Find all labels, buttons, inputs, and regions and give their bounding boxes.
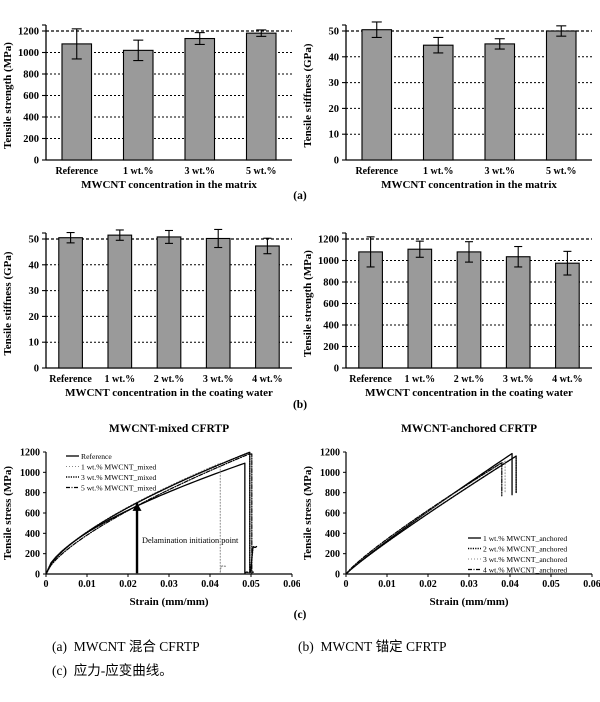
svg-text:200: 200 [325, 549, 340, 560]
svg-text:2 wt.%: 2 wt.% [454, 374, 485, 385]
svg-text:Reference: Reference [355, 166, 398, 177]
svg-text:50: 50 [329, 27, 340, 38]
svg-text:Tensile stress (MPa): Tensile stress (MPa) [302, 466, 314, 560]
svg-text:Reference: Reference [81, 452, 112, 461]
svg-text:0.02: 0.02 [119, 579, 137, 590]
svg-text:0.03: 0.03 [160, 579, 178, 590]
svg-text:1 wt.%: 1 wt.% [405, 374, 436, 385]
svg-text:Tensile strength (MPa): Tensile strength (MPa) [302, 250, 314, 357]
svg-text:50: 50 [29, 235, 40, 246]
svg-text:0: 0 [35, 570, 40, 581]
svg-text:400: 400 [323, 321, 339, 332]
svg-text:2 wt.%: 2 wt.% [154, 374, 185, 385]
svg-text:40: 40 [329, 52, 340, 63]
svg-text:3 wt.%: 3 wt.% [503, 374, 534, 385]
svg-text:800: 800 [325, 488, 340, 499]
svg-text:1000: 1000 [318, 256, 339, 267]
svg-text:3 wt.% MWCNT_anchored: 3 wt.% MWCNT_anchored [483, 555, 567, 564]
svg-text:Delamination initiation point: Delamination initiation point [142, 536, 239, 545]
svg-text:3 wt.%: 3 wt.% [184, 166, 215, 177]
svg-text:1000: 1000 [320, 468, 340, 479]
svg-text:30: 30 [329, 78, 340, 89]
svg-text:0: 0 [44, 579, 49, 590]
svg-text:200: 200 [23, 134, 39, 145]
svg-text:Strain (mm/mm): Strain (mm/mm) [129, 596, 208, 608]
svg-text:600: 600 [23, 91, 39, 102]
svg-text:600: 600 [25, 509, 40, 520]
svg-text:2 wt.% MWCNT_anchored: 2 wt.% MWCNT_anchored [483, 544, 567, 553]
svg-text:3 wt.%: 3 wt.% [203, 374, 234, 385]
svg-text:800: 800 [23, 70, 39, 81]
svg-text:1000: 1000 [20, 468, 40, 479]
svg-text:0.03: 0.03 [460, 579, 478, 590]
svg-text:Reference: Reference [55, 166, 98, 177]
svg-text:1 wt.% MWCNT_mixed: 1 wt.% MWCNT_mixed [81, 462, 156, 471]
svg-text:1000: 1000 [18, 48, 39, 59]
svg-text:Reference: Reference [49, 374, 92, 385]
svg-text:0: 0 [335, 570, 340, 581]
svg-text:Reference: Reference [349, 374, 392, 385]
svg-text:3 wt.% MWCNT_mixed: 3 wt.% MWCNT_mixed [81, 473, 156, 482]
svg-text:0.06: 0.06 [283, 579, 300, 590]
svg-text:1 wt.% MWCNT_anchored: 1 wt.% MWCNT_anchored [483, 534, 567, 543]
svg-text:0.01: 0.01 [78, 579, 96, 590]
svg-text:MWCNT-mixed CFRTP: MWCNT-mixed CFRTP [109, 423, 229, 435]
svg-text:3 wt.%: 3 wt.% [484, 166, 515, 177]
svg-text:1200: 1200 [318, 235, 339, 246]
svg-text:1200: 1200 [20, 448, 40, 459]
svg-text:0.02: 0.02 [419, 579, 437, 590]
svg-text:Tensile stiffness (GPa): Tensile stiffness (GPa) [302, 43, 314, 147]
svg-text:0: 0 [334, 156, 339, 167]
svg-text:800: 800 [323, 278, 339, 289]
svg-text:0: 0 [34, 364, 39, 375]
svg-text:1 wt.%: 1 wt.% [123, 166, 154, 177]
svg-text:Tensile stress (MPa): Tensile stress (MPa) [2, 466, 14, 560]
svg-text:MWCNT concentration in the coa: MWCNT concentration in the coating water [65, 387, 273, 399]
svg-text:400: 400 [23, 113, 39, 124]
svg-text:1 wt.%: 1 wt.% [423, 166, 454, 177]
svg-text:40: 40 [29, 260, 40, 271]
svg-text:0.01: 0.01 [378, 579, 396, 590]
svg-text:200: 200 [25, 549, 40, 560]
svg-text:0.05: 0.05 [542, 579, 560, 590]
svg-text:1 wt.%: 1 wt.% [105, 374, 136, 385]
svg-text:MWCNT-anchored CFRTP: MWCNT-anchored CFRTP [401, 423, 537, 435]
svg-text:0.04: 0.04 [201, 579, 219, 590]
svg-text:30: 30 [29, 286, 40, 297]
svg-text:10: 10 [329, 130, 340, 141]
svg-text:MWCNT concentration in the coa: MWCNT concentration in the coating water [365, 387, 573, 399]
svg-text:5 wt.% MWCNT_mixed: 5 wt.% MWCNT_mixed [81, 483, 156, 492]
svg-text:Strain (mm/mm): Strain (mm/mm) [429, 596, 508, 608]
svg-text:400: 400 [325, 529, 340, 540]
svg-text:4 wt.% MWCNT_anchored: 4 wt.% MWCNT_anchored [483, 565, 567, 574]
svg-text:600: 600 [323, 299, 339, 310]
svg-text:0.06: 0.06 [583, 579, 600, 590]
svg-text:5 wt.%: 5 wt.% [246, 166, 277, 177]
svg-text:400: 400 [25, 529, 40, 540]
svg-text:Tensile stiffness (GPa): Tensile stiffness (GPa) [2, 251, 14, 355]
svg-text:0.05: 0.05 [242, 579, 260, 590]
svg-text:4 wt.%: 4 wt.% [252, 374, 283, 385]
svg-text:0: 0 [344, 579, 349, 590]
svg-text:1200: 1200 [320, 448, 340, 459]
svg-text:4 wt.%: 4 wt.% [552, 374, 583, 385]
svg-text:200: 200 [323, 342, 339, 353]
svg-text:800: 800 [25, 488, 40, 499]
svg-text:1200: 1200 [18, 27, 39, 38]
svg-text:0: 0 [34, 156, 39, 167]
svg-text:10: 10 [29, 338, 40, 349]
svg-text:0: 0 [334, 364, 339, 375]
svg-text:5 wt.%: 5 wt.% [546, 166, 577, 177]
svg-text:20: 20 [329, 104, 340, 115]
svg-text:20: 20 [29, 312, 40, 323]
svg-text:0.04: 0.04 [501, 579, 519, 590]
svg-text:600: 600 [325, 509, 340, 520]
svg-text:Tensile strength (MPa): Tensile strength (MPa) [2, 42, 14, 149]
